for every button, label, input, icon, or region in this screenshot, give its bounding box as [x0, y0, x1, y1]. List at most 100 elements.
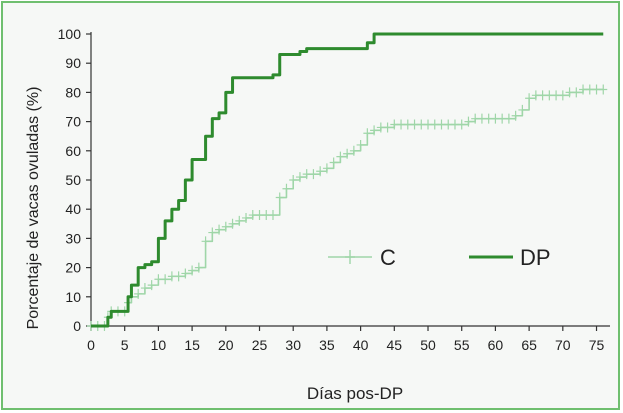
y-tick-label: 30 — [65, 230, 81, 246]
data-point-c — [329, 157, 338, 168]
legend: C DP — [328, 245, 551, 270]
y-tick-label: 60 — [65, 143, 81, 159]
data-point-c — [477, 113, 486, 124]
data-point-c — [181, 268, 190, 279]
data-point-c — [437, 119, 446, 130]
data-point-c — [565, 87, 574, 98]
data-point-c — [370, 125, 379, 136]
data-point-c — [255, 210, 264, 221]
x-tick-label: 20 — [218, 337, 234, 353]
data-point-c — [383, 122, 392, 133]
x-tick-label: 75 — [589, 337, 605, 353]
data-point-c — [531, 90, 540, 101]
x-tick-label: 45 — [387, 337, 403, 353]
y-tick-label: 90 — [65, 55, 81, 71]
data-point-c — [444, 119, 453, 130]
data-point-c — [558, 90, 567, 101]
x-tick-label: 65 — [521, 337, 537, 353]
data-point-c — [484, 113, 493, 124]
x-tick-label: 5 — [121, 337, 129, 353]
data-point-c — [545, 90, 554, 101]
axes: 0 10 20 30 40 50 60 70 80 90 100 0 5 10 15 20 25 30 35 40 45… — [58, 26, 610, 353]
data-point-c — [457, 119, 466, 130]
data-point-c — [491, 113, 500, 124]
y-tick-label: 70 — [65, 114, 81, 130]
data-point-c — [471, 113, 480, 124]
data-point-c — [403, 119, 412, 130]
data-point-c — [194, 262, 203, 273]
data-point-c — [201, 236, 210, 247]
data-point-c — [336, 151, 345, 162]
data-point-c — [208, 227, 217, 238]
data-point-c — [356, 139, 365, 150]
data-point-c — [410, 119, 419, 130]
data-point-c — [167, 271, 176, 282]
data-point-c — [599, 84, 608, 95]
y-tick-label: 20 — [65, 260, 81, 276]
legend-label-c: C — [380, 245, 396, 270]
data-point-c — [174, 271, 183, 282]
y-tick-label: 0 — [73, 318, 81, 334]
x-tick-label: 10 — [151, 337, 167, 353]
x-tick-label: 35 — [319, 337, 335, 353]
data-point-c — [268, 210, 277, 221]
data-point-c — [585, 84, 594, 95]
data-point-c — [322, 163, 331, 174]
data-point-c — [262, 210, 271, 221]
data-point-c — [390, 119, 399, 130]
data-point-c — [376, 122, 385, 133]
x-tick-label: 25 — [252, 337, 268, 353]
x-tick-label: 70 — [555, 337, 571, 353]
data-point-c — [316, 166, 325, 177]
data-point-c — [228, 218, 237, 229]
data-point-c — [504, 113, 513, 124]
series-line-dp — [91, 32, 604, 328]
data-point-c — [235, 215, 244, 226]
legend-label-dp: DP — [520, 245, 551, 270]
y-axis-label: Porcentaje de vacas ovuladas (%) — [25, 87, 42, 330]
data-point-c — [349, 145, 358, 156]
data-point-c — [147, 280, 156, 291]
series-line-c — [91, 88, 604, 327]
data-point-c — [417, 119, 426, 130]
data-point-c — [525, 93, 534, 104]
data-point-c — [289, 175, 298, 185]
data-point-c — [188, 265, 197, 276]
data-point-c — [154, 274, 163, 285]
data-point-c — [309, 169, 318, 180]
data-point-c — [430, 119, 439, 130]
x-tick-label: 50 — [420, 337, 436, 353]
data-point-c — [592, 84, 601, 95]
data-point-c — [538, 90, 547, 101]
x-tick-label: 15 — [184, 337, 200, 353]
data-point-c — [579, 84, 588, 95]
data-point-c — [343, 148, 352, 159]
data-point-c — [464, 116, 473, 127]
data-point-c — [397, 119, 406, 130]
data-point-c — [140, 283, 149, 294]
y-tick-label: 80 — [65, 84, 81, 100]
x-tick-label: 40 — [353, 337, 369, 353]
data-point-c — [134, 288, 143, 299]
data-point-c — [282, 183, 291, 194]
data-point-c — [248, 210, 257, 221]
data-point-c — [242, 212, 251, 223]
x-tick-label: 55 — [454, 337, 470, 353]
y-tick-label: 100 — [58, 26, 82, 42]
x-tick-label: 30 — [285, 337, 301, 353]
series-layer — [87, 32, 608, 331]
data-point-c — [161, 274, 170, 285]
y-tick-label: 40 — [65, 201, 81, 217]
x-axis-label: Días pos-DP — [307, 384, 403, 403]
data-point-c — [363, 128, 372, 139]
data-point-c — [498, 113, 507, 124]
data-point-c — [552, 90, 561, 101]
data-point-c — [511, 110, 520, 121]
data-point-c — [424, 119, 433, 130]
y-tick-label: 50 — [65, 172, 81, 188]
data-point-c — [221, 221, 230, 232]
data-point-c — [518, 104, 527, 115]
data-point-c — [572, 87, 581, 98]
